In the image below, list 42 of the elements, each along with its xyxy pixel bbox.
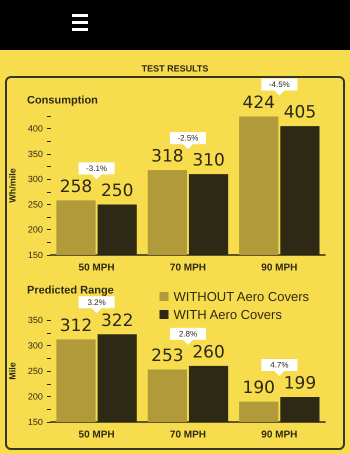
data-label: 318 [151, 146, 184, 167]
data-label: 250 [100, 180, 134, 201]
data-label: 312 [60, 316, 92, 336]
data-label: 322 [100, 310, 134, 331]
annotation: -3.1% [86, 164, 108, 173]
text: -4.5% [268, 80, 290, 90]
x-tick-label: 50 MPH [78, 262, 115, 274]
y-tick-label: 350 [28, 148, 43, 159]
x-tick-label: 70 MPH [170, 262, 206, 274]
data-label: 258 [60, 176, 92, 197]
y-tick-label: 300 [28, 340, 43, 350]
x-tick-label: 50 MPH [78, 430, 115, 440]
y-tick-label: 350 [28, 315, 43, 325]
y-tick-label: 300 [28, 174, 43, 184]
chart-subtitle: Consumption [27, 94, 98, 106]
y-axis-title: Mile [8, 362, 18, 380]
y-tick-label: 400 [28, 124, 43, 134]
data-label: 260 [192, 342, 225, 362]
chart-title: Predicted Range [27, 284, 114, 296]
y-tick-label: 200 [28, 224, 43, 235]
chart-title: TEST RESULTS [142, 64, 208, 74]
annotation: 4.7% [270, 360, 288, 370]
data-label: 190 [242, 378, 275, 398]
x-tick-label: 70 MPH [170, 430, 206, 440]
data-label: 199 [284, 374, 316, 394]
annotation: -2.5% [178, 134, 198, 143]
data-label: 424 [242, 93, 275, 114]
legend-label: WITHOUT Aero Covers [173, 289, 310, 304]
text: 3.2% [87, 298, 106, 307]
data-label: 310 [192, 150, 225, 171]
x-tick-label: 90 MPH [261, 262, 298, 274]
y-tick-label: 250 [28, 199, 43, 210]
x-tick-label: 90 MPH [261, 430, 298, 440]
data-label: 405 [284, 102, 316, 123]
data-label: 253 [151, 346, 184, 366]
annotation: 2.8% [178, 329, 198, 338]
y-axis-title: Wh/mile [8, 168, 18, 203]
legend-label: WITH Aero Covers [173, 307, 282, 322]
y-tick-label: 150 [28, 250, 43, 260]
y-tick-label: 150 [28, 417, 43, 427]
y-tick-label: 200 [28, 392, 43, 402]
y-tick-label: 250 [28, 366, 43, 376]
